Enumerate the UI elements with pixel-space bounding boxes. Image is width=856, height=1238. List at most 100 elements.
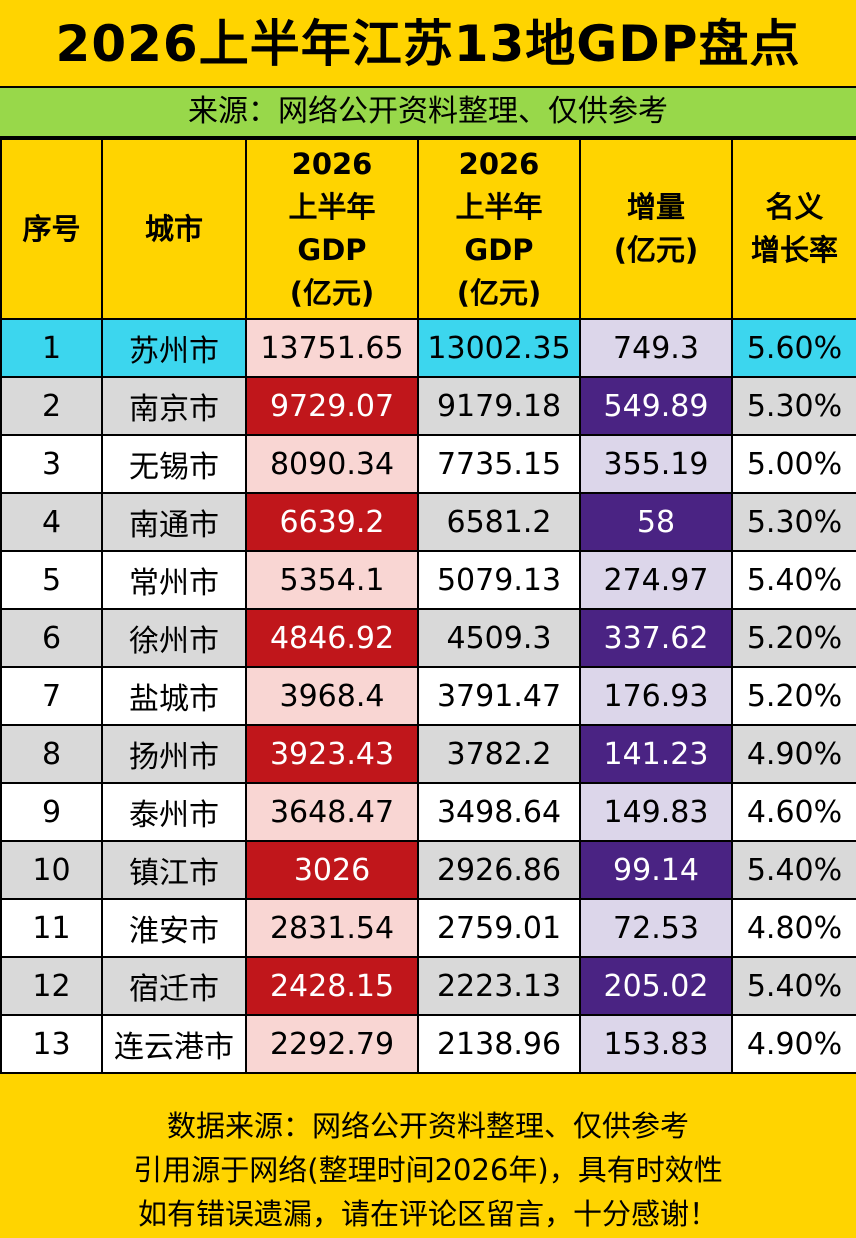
cell-gdp-current: 2292.79: [245, 1014, 419, 1074]
cell-increase: 355.19: [579, 434, 733, 494]
cell-city: 常州市: [101, 550, 247, 610]
cell-increase: 72.53: [579, 898, 733, 958]
cell-gdp-previous: 3498.64: [417, 782, 581, 842]
cell-city: 苏州市: [101, 318, 247, 378]
header-city: 城市: [101, 138, 247, 320]
cell-gdp-previous: 4509.3: [417, 608, 581, 668]
cell-growth: 5.30%: [731, 492, 856, 552]
cell-gdp-current: 3968.4: [245, 666, 419, 726]
cell-increase: 153.83: [579, 1014, 733, 1074]
cell-gdp-current: 2831.54: [245, 898, 419, 958]
header-gdp-previous: 2026 上半年 GDP (亿元): [417, 138, 581, 320]
cell-gdp-previous: 6581.2: [417, 492, 581, 552]
cell-gdp-current: 13751.65: [245, 318, 419, 378]
cell-rank: 13: [0, 1014, 103, 1074]
gdp-table: 序号 城市 2026 上半年 GDP (亿元) 2026 上半年 GDP (亿元…: [0, 138, 856, 1074]
table-row: 11 淮安市 2831.54 2759.01 72.53 4.80%: [0, 898, 856, 958]
header-growth: 名义 增长率: [731, 138, 856, 320]
header-gdp-current-line: 上半年: [288, 190, 376, 224]
cell-rank: 7: [0, 666, 103, 726]
cell-gdp-previous: 2759.01: [417, 898, 581, 958]
cell-increase: 337.62: [579, 608, 733, 668]
cell-growth: 5.60%: [731, 318, 856, 378]
cell-gdp-previous: 2138.96: [417, 1014, 581, 1074]
cell-gdp-current: 3923.43: [245, 724, 419, 784]
cell-growth: 5.20%: [731, 608, 856, 668]
footer-line: 引用源于网络(整理时间2026年)，具有时效性: [133, 1153, 723, 1187]
cell-rank: 2: [0, 376, 103, 436]
cell-growth: 5.00%: [731, 434, 856, 494]
header-increase-line: 增量: [626, 190, 685, 224]
cell-gdp-previous: 2926.86: [417, 840, 581, 900]
cell-gdp-previous: 7735.15: [417, 434, 581, 494]
cell-growth: 4.90%: [731, 1014, 856, 1074]
header-gdp-current-line: GDP: [297, 233, 367, 267]
cell-increase: 149.83: [579, 782, 733, 842]
cell-rank: 5: [0, 550, 103, 610]
cell-rank: 12: [0, 956, 103, 1016]
header-growth-line: 增长率: [750, 233, 838, 267]
cell-gdp-current: 3026: [245, 840, 419, 900]
cell-rank: 11: [0, 898, 103, 958]
cell-growth: 5.30%: [731, 376, 856, 436]
cell-gdp-previous: 2223.13: [417, 956, 581, 1016]
cell-growth: 5.20%: [731, 666, 856, 726]
cell-city: 南通市: [101, 492, 247, 552]
cell-gdp-previous: 13002.35: [417, 318, 581, 378]
cell-gdp-current: 2428.15: [245, 956, 419, 1016]
cell-gdp-current: 8090.34: [245, 434, 419, 494]
cell-rank: 1: [0, 318, 103, 378]
cell-increase: 141.23: [579, 724, 733, 784]
cell-rank: 8: [0, 724, 103, 784]
cell-growth: 5.40%: [731, 840, 856, 900]
footer-line: 数据来源：网络公开资料整理、仅供参考: [166, 1109, 689, 1143]
header-gdp-current-line: (亿元): [289, 276, 375, 310]
table-row: 2 南京市 9729.07 9179.18 549.89 5.30%: [0, 376, 856, 436]
cell-growth: 4.90%: [731, 724, 856, 784]
cell-gdp-previous: 3782.2: [417, 724, 581, 784]
table-row: 1 苏州市 13751.65 13002.35 749.3 5.60%: [0, 318, 856, 378]
cell-city: 南京市: [101, 376, 247, 436]
cell-growth: 4.60%: [731, 782, 856, 842]
header-gdp-previous-line: 上半年: [455, 190, 543, 224]
cell-gdp-current: 5354.1: [245, 550, 419, 610]
cell-city: 淮安市: [101, 898, 247, 958]
cell-increase: 99.14: [579, 840, 733, 900]
header-gdp-previous-line: 2026: [458, 147, 540, 181]
cell-rank: 10: [0, 840, 103, 900]
header-gdp-previous-line: (亿元): [456, 276, 542, 310]
cell-growth: 4.80%: [731, 898, 856, 958]
header-increase-line: (亿元): [613, 233, 699, 267]
header-gdp-current: 2026 上半年 GDP (亿元): [245, 138, 419, 320]
table-row: 6 徐州市 4846.92 4509.3 337.62 5.20%: [0, 608, 856, 668]
cell-city: 连云港市: [101, 1014, 247, 1074]
table-row: 7 盐城市 3968.4 3791.47 176.93 5.20%: [0, 666, 856, 726]
cell-city: 泰州市: [101, 782, 247, 842]
header-rank: 序号: [0, 138, 103, 320]
table-row: 3 无锡市 8090.34 7735.15 355.19 5.00%: [0, 434, 856, 494]
cell-increase: 749.3: [579, 318, 733, 378]
cell-gdp-current: 9729.07: [245, 376, 419, 436]
cell-gdp-current: 4846.92: [245, 608, 419, 668]
cell-rank: 4: [0, 492, 103, 552]
header-growth-line: 名义: [765, 190, 824, 224]
cell-gdp-previous: 3791.47: [417, 666, 581, 726]
footer-note: 数据来源：网络公开资料整理、仅供参考 引用源于网络(整理时间2026年)，具有时…: [0, 1100, 856, 1238]
cell-increase: 176.93: [579, 666, 733, 726]
header-gdp-previous-line: GDP: [464, 233, 534, 267]
table-row: 5 常州市 5354.1 5079.13 274.97 5.40%: [0, 550, 856, 610]
cell-city: 扬州市: [101, 724, 247, 784]
cell-increase: 549.89: [579, 376, 733, 436]
page-subtitle: 来源：网络公开资料整理、仅供参考: [0, 88, 856, 138]
table-row: 10 镇江市 3026 2926.86 99.14 5.40%: [0, 840, 856, 900]
header-increase: 增量 (亿元): [579, 138, 733, 320]
cell-increase: 274.97: [579, 550, 733, 610]
cell-rank: 9: [0, 782, 103, 842]
cell-rank: 3: [0, 434, 103, 494]
table-body: 1 苏州市 13751.65 13002.35 749.3 5.60% 2 南京市 9729.0…: [0, 318, 856, 1074]
cell-rank: 6: [0, 608, 103, 668]
page-title: 2026上半年江苏13地GDP盘点: [0, 0, 856, 88]
table-row: 9 泰州市 3648.47 3498.64 149.83 4.60%: [0, 782, 856, 842]
table-header-row: 序号 城市 2026 上半年 GDP (亿元) 2026 上半年 GDP (亿元…: [0, 138, 856, 320]
